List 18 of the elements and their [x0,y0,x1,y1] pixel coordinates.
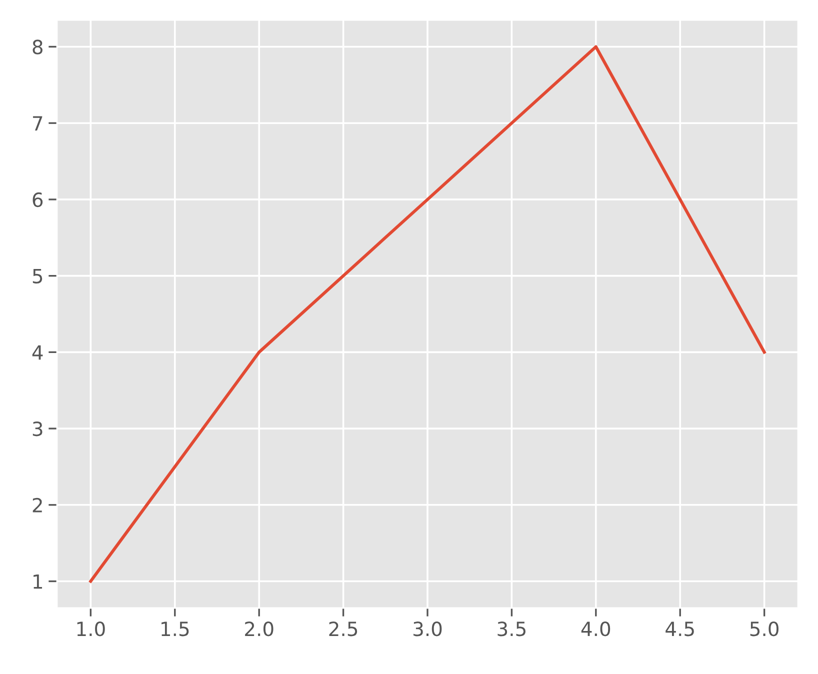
y-tick-label: 2 [32,498,42,512]
x-tick-label: 2.5 [329,622,358,636]
y-tick-label: 5 [32,269,42,284]
x-tick-label: 3.5 [498,622,526,636]
y-tick-label: 3 [32,422,42,436]
y-tick-label: 6 [32,192,43,208]
line-series [89,45,766,583]
y-tick-label: 4 [32,345,43,360]
y-tick-label: 8 [32,40,42,54]
y-tick-label: 7 [33,116,42,130]
x-tick-label: 1.0 [77,622,105,636]
x-tick-label: 4.5 [666,622,694,636]
x-tick-label: 4.0 [581,622,610,636]
x-tick-label: 1.5 [162,622,189,636]
y-tick-label: 1 [34,574,42,589]
x-tick-label: 2.0 [245,622,274,636]
x-tick-label: 5.0 [750,622,778,636]
x-tick-label: 3.0 [414,622,442,636]
